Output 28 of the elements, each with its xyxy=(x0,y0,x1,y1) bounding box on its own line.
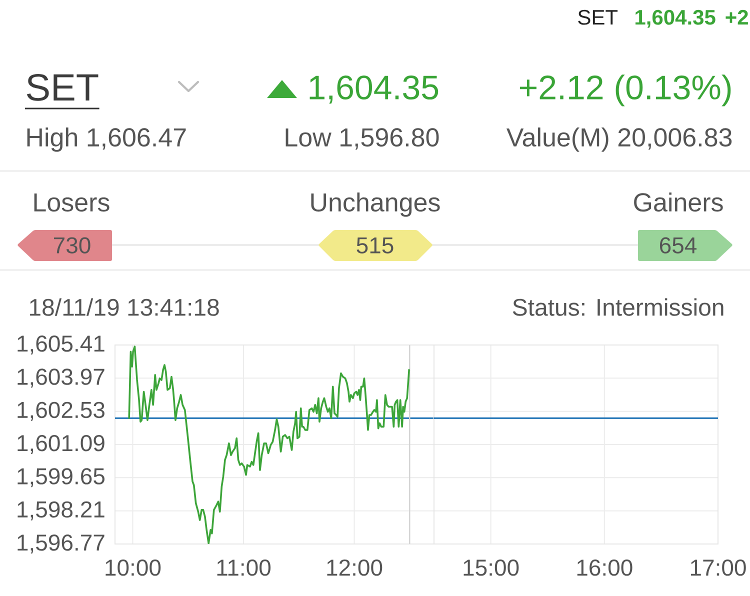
y-tick-label: 1,596.77 xyxy=(18,534,104,554)
text: Gainers xyxy=(634,192,723,212)
text: +2 xyxy=(726,10,748,25)
text: 1,604.35 xyxy=(636,10,716,28)
text: Losers xyxy=(34,193,110,212)
text: 730 xyxy=(54,237,90,254)
text: Value(M) 20,006.83 xyxy=(506,128,732,152)
x-tick-label: 11:00 xyxy=(217,560,271,576)
y-tick-label: 1,603.97 xyxy=(18,368,104,388)
y-tick-label: 1,599.65 xyxy=(18,468,104,488)
chart-title: SET xyxy=(26,74,98,101)
y-tick-label: 1,601.09 xyxy=(18,434,104,454)
y-tick-label: 1,598.21 xyxy=(18,501,104,520)
text: Status: Intermission xyxy=(512,298,724,316)
text: High 1,606.47 xyxy=(27,128,186,152)
y-tick-label: 1,602.53 xyxy=(18,402,104,421)
text: Unchanges xyxy=(311,192,440,217)
text: 515 xyxy=(356,237,394,254)
text: 1,604.35 xyxy=(310,75,438,104)
text: 18/11/19 13:41:18 xyxy=(30,298,219,316)
text: 654 xyxy=(660,237,697,254)
x-tick-label: 10:00 xyxy=(106,560,161,576)
text: SET xyxy=(578,10,618,25)
y-tick-label: 1,605.41 xyxy=(18,335,104,354)
x-tick-label: 12:00 xyxy=(327,560,382,576)
text: +2.12 (0.13%) xyxy=(520,74,731,106)
line-series xyxy=(128,346,411,544)
text: Low 1,596.80 xyxy=(286,128,439,150)
